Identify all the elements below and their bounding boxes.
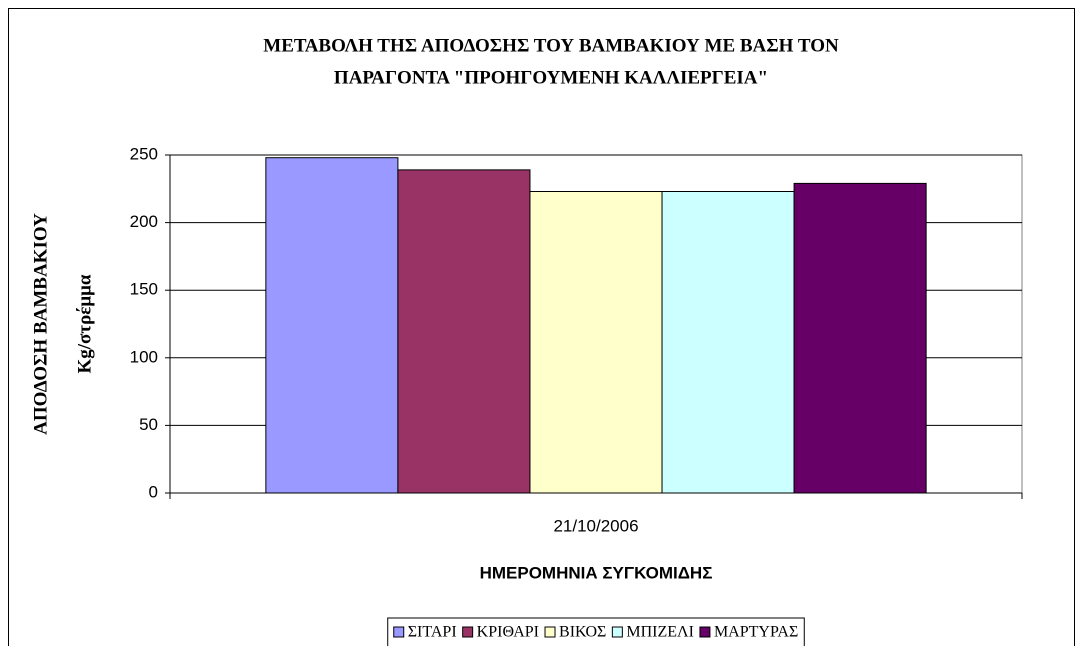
bar — [397, 169, 531, 494]
y-tick-label: 100 — [130, 347, 158, 366]
legend-label: ΣΙΤΑΡΙ — [408, 624, 457, 641]
legend-swatch — [611, 626, 623, 638]
legend-swatch — [699, 626, 711, 638]
legend-swatch — [462, 626, 474, 638]
legend-label: ΜΑΡΤΥΡΑΣ — [714, 624, 798, 641]
y-axis-label: Kg/στρέμμα — [74, 274, 95, 373]
x-axis-label: ΗΜΕΡΟΜΗΝΙΑ ΣΥΓΚΟΜΙΔΗΣ — [480, 563, 713, 582]
legend-swatch — [544, 626, 556, 638]
bar — [793, 182, 927, 494]
y-axis-label: ΑΠΟΔΟΣΗ ΒΑΜΒΑΚΙΟΥ — [30, 213, 51, 435]
y-tick-label: 200 — [130, 212, 158, 231]
bar — [529, 191, 663, 494]
y-tick-label: 250 — [130, 144, 158, 163]
legend-swatch — [393, 626, 405, 638]
y-tick-label: 150 — [130, 280, 158, 299]
legend-label: ΜΠΙΖΕΛΙ — [626, 624, 694, 641]
y-tick-label: 50 — [139, 415, 158, 434]
bar — [265, 157, 399, 494]
legend-label: ΒΙΚΟΣ — [559, 624, 606, 641]
chart-title: ΠΑΡΑΓΟΝΤΑ "ΠΡΟΗΓΟΥΜΕΝΗ ΚΑΛΛΙΕΡΓΕΙΑ" — [334, 67, 768, 88]
legend-label: ΚΡΙΘΑΡΙ — [477, 624, 539, 641]
legend-box — [387, 617, 805, 646]
x-tick-label: 21/10/2006 — [553, 516, 638, 535]
y-tick-label: 0 — [149, 482, 158, 501]
chart-title: ΜΕΤΑΒΟΛΗ ΤΗΣ ΑΠΟΔΟΣΗΣ ΤΟΥ ΒΑΜΒΑΚΙΟΥ ΜΕ Β… — [263, 35, 839, 56]
bar — [661, 191, 795, 494]
